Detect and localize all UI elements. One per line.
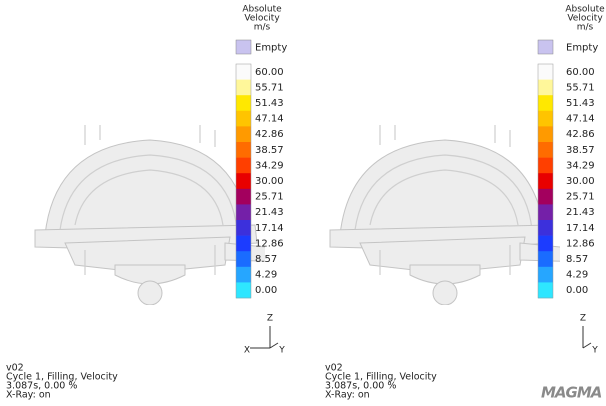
footer-text: X-Ray: on	[325, 390, 370, 401]
legend-label: 42.86	[566, 129, 595, 140]
legend-title: m/s	[254, 23, 271, 33]
legend-label: 8.57	[566, 254, 588, 265]
legend-label: 60.00	[566, 67, 595, 78]
axis-label: X	[244, 346, 250, 356]
legend-label: 0.00	[566, 285, 588, 296]
footer-text: v02	[6, 363, 24, 374]
legend-label: 12.86	[566, 238, 595, 249]
legend-frame	[537, 63, 554, 299]
legend-label: 21.43	[255, 207, 284, 218]
legend-label: 8.57	[255, 254, 277, 265]
legend-swatch	[538, 157, 553, 174]
legend-swatch	[236, 173, 251, 190]
legend-swatch	[538, 251, 553, 268]
legend-label: 34.29	[255, 160, 284, 171]
legend-title: Absolute	[565, 5, 605, 15]
legend-swatch	[538, 110, 553, 127]
legend-swatch	[236, 95, 251, 112]
legend-swatch	[538, 126, 553, 143]
footer-text: v02	[325, 363, 343, 374]
legend-swatch	[236, 251, 251, 268]
legend-swatch	[538, 79, 553, 96]
legend-swatch	[236, 64, 251, 80]
legend-swatch	[236, 282, 251, 299]
legend-swatch	[538, 220, 553, 236]
legend-label: 0.00	[255, 285, 277, 296]
legend-label: 47.14	[255, 114, 284, 125]
legend-label: 12.86	[255, 238, 284, 249]
legend-swatch	[538, 282, 553, 299]
logo: MAGMA	[541, 384, 602, 402]
legend-label: 51.43	[566, 98, 595, 109]
legend-label: 25.71	[255, 192, 284, 203]
legend-label: 17.14	[255, 223, 284, 234]
axis-label: Z	[267, 314, 273, 324]
legend-swatch	[538, 235, 553, 252]
legend-label: Empty	[566, 43, 598, 54]
footer-text: X-Ray: on	[6, 390, 51, 401]
legend-label: 51.43	[255, 98, 284, 109]
legend-swatch	[538, 266, 553, 283]
legend-swatch	[236, 79, 251, 96]
legend-swatch	[236, 126, 251, 143]
legend-swatch	[538, 204, 553, 221]
legend-title: m/s	[577, 23, 594, 33]
legend-label: 42.86	[255, 129, 284, 140]
footer-text: 3.087s, 0.00 %	[325, 381, 396, 392]
casting-view	[330, 120, 606, 305]
legend-frame	[235, 63, 252, 299]
legend-title: Velocity	[567, 14, 603, 24]
axis-label: Z	[580, 314, 586, 324]
legend-label: 25.71	[566, 192, 595, 203]
legend-label: 4.29	[255, 270, 277, 281]
legend-label: 38.57	[255, 145, 284, 156]
legend-title: Velocity	[244, 14, 280, 24]
legend-swatch	[236, 220, 251, 236]
footer-text: Cycle 1, Filling, Velocity	[6, 372, 118, 383]
legend-swatch	[538, 142, 553, 158]
footer-text: 3.087s, 0.00 %	[6, 381, 77, 392]
axis-line	[582, 342, 592, 349]
legend-swatch	[236, 142, 251, 158]
legend-label: 60.00	[255, 67, 284, 78]
legend-label: 47.14	[566, 114, 595, 125]
legend-title: Absolute	[242, 5, 282, 15]
legend-swatch	[538, 95, 553, 112]
legend-label: 30.00	[566, 176, 595, 187]
legend-label: 55.71	[566, 82, 595, 93]
legend-label: 55.71	[255, 82, 284, 93]
legend-swatch	[236, 157, 251, 174]
axis-line	[269, 342, 279, 349]
legend-swatch	[236, 188, 251, 205]
legend-swatch	[236, 235, 251, 252]
legend-label: 17.14	[566, 223, 595, 234]
footer-text: Cycle 1, Filling, Velocity	[325, 372, 437, 383]
legend-swatch	[235, 39, 252, 55]
axis-label: Y	[591, 346, 598, 356]
legend-label: 21.43	[566, 207, 595, 218]
legend-swatch	[538, 173, 553, 190]
legend-label: 38.57	[566, 145, 595, 156]
legend-label: 34.29	[566, 160, 595, 171]
axis-label: Y	[278, 346, 285, 356]
legend-label: 4.29	[566, 270, 588, 281]
legend-label: Empty	[255, 43, 287, 54]
legend-swatch	[538, 188, 553, 205]
legend-swatch	[236, 266, 251, 283]
legend-swatch	[538, 64, 553, 80]
legend-swatch	[537, 39, 554, 55]
legend-swatch	[236, 204, 251, 221]
legend-swatch	[236, 110, 251, 127]
legend-label: 30.00	[255, 176, 284, 187]
